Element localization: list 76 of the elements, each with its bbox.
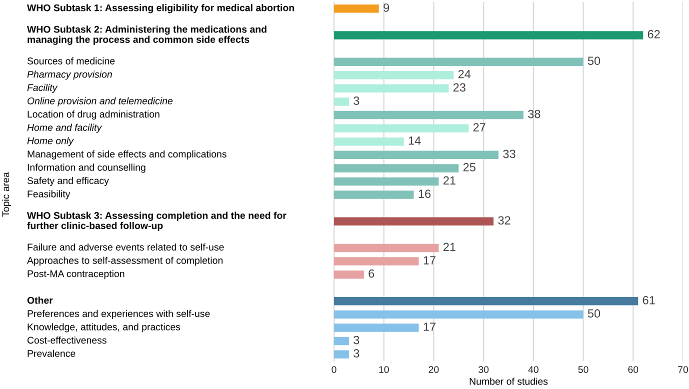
y-tick-label: Prevalence bbox=[28, 350, 76, 357]
data-label: 23 bbox=[453, 83, 466, 92]
bar bbox=[334, 177, 439, 186]
y-tick-label: Sources of medicine bbox=[27, 57, 115, 64]
y-tick-label: Information and counselling bbox=[28, 164, 146, 173]
data-label: 17 bbox=[424, 256, 436, 264]
y-tick-label: Failure and adverse events related to self-use bbox=[28, 243, 224, 251]
x-axis-title: Number of studies bbox=[470, 378, 548, 385]
bar bbox=[334, 58, 584, 66]
data-label: 3 bbox=[354, 349, 360, 358]
y-tick-label: Facility bbox=[27, 84, 58, 93]
data-label: 50 bbox=[588, 309, 600, 318]
bar bbox=[334, 31, 644, 40]
y-tick-label: Cost-effectiveness bbox=[27, 336, 106, 344]
bar bbox=[334, 257, 419, 266]
bar bbox=[334, 110, 524, 120]
data-label: 61 bbox=[642, 296, 655, 304]
data-label: 3 bbox=[354, 96, 360, 105]
y-axis-title: Topic area bbox=[2, 172, 12, 217]
bar bbox=[334, 137, 404, 146]
data-label: 50 bbox=[588, 56, 600, 65]
data-label: 3 bbox=[354, 336, 360, 344]
bar bbox=[334, 336, 349, 346]
y-tick-label: Location of drug administration bbox=[28, 110, 160, 120]
y-tick-label: WHO Subtask 2: Administering the medications and managing the process and common side effects bbox=[27, 26, 266, 45]
x-tick-label: 20 bbox=[428, 366, 439, 373]
bar bbox=[334, 84, 449, 93]
x-tick-label: 10 bbox=[379, 366, 389, 373]
data-label: 32 bbox=[498, 216, 510, 225]
bar bbox=[334, 124, 469, 132]
x-tick-label: 70 bbox=[678, 366, 688, 373]
y-tick-label: Approaches to self-assessment of completion bbox=[27, 256, 223, 266]
data-label: 9 bbox=[384, 3, 390, 12]
y-tick-label: Safety and efficacy bbox=[27, 176, 109, 186]
data-label: 16 bbox=[418, 190, 431, 198]
bar bbox=[334, 350, 349, 358]
bar bbox=[334, 71, 454, 80]
x-tick-label: 50 bbox=[578, 366, 588, 373]
data-label: 38 bbox=[528, 110, 540, 118]
y-tick-label: Post-MA contraception bbox=[28, 270, 124, 280]
bar bbox=[334, 324, 419, 332]
y-tick-label: WHO Subtask 1: Assessing eligibility for medical abortion bbox=[27, 4, 294, 14]
bar bbox=[334, 164, 459, 172]
y-tick-label: Other bbox=[27, 296, 53, 304]
y-tick-label: Preferences and experiences with self-use bbox=[28, 310, 210, 319]
bar bbox=[334, 270, 364, 279]
y-tick-label: Knowledge, attitudes, and practices bbox=[28, 323, 180, 332]
y-tick-label: Pharmacy provision bbox=[27, 70, 112, 80]
data-label: 17 bbox=[424, 322, 436, 331]
x-tick-label: 0 bbox=[332, 366, 336, 373]
data-label: 25 bbox=[463, 163, 476, 172]
data-label: 14 bbox=[408, 136, 421, 145]
bar bbox=[334, 190, 414, 199]
data-label: 33 bbox=[503, 150, 516, 158]
y-tick-label: Online provision and telemedicine bbox=[28, 97, 173, 106]
y-tick-label: Feasibility bbox=[28, 190, 70, 200]
x-tick-label: 30 bbox=[478, 366, 489, 373]
bar bbox=[334, 217, 494, 226]
y-tick-label: Home only bbox=[27, 137, 74, 146]
data-label: 62 bbox=[648, 30, 660, 38]
data-label: 27 bbox=[473, 123, 486, 132]
bar bbox=[334, 244, 439, 252]
bar bbox=[334, 297, 638, 306]
bar bbox=[334, 4, 379, 13]
y-tick-label: Management of side effects and complications bbox=[28, 150, 226, 160]
bar bbox=[334, 310, 584, 319]
bar bbox=[334, 150, 499, 160]
data-label: 21 bbox=[443, 176, 456, 185]
y-tick-label: WHO Subtask 3: Assessing completion and the need for further clinic-based follow-up bbox=[27, 212, 286, 231]
y-tick-label: Home and facility bbox=[27, 124, 102, 133]
data-label: 21 bbox=[443, 242, 456, 252]
bar bbox=[334, 98, 349, 106]
x-tick-label: 60 bbox=[628, 366, 638, 373]
x-tick-label: 40 bbox=[528, 366, 538, 373]
data-label: 6 bbox=[368, 269, 374, 278]
data-label: 24 bbox=[458, 70, 471, 78]
